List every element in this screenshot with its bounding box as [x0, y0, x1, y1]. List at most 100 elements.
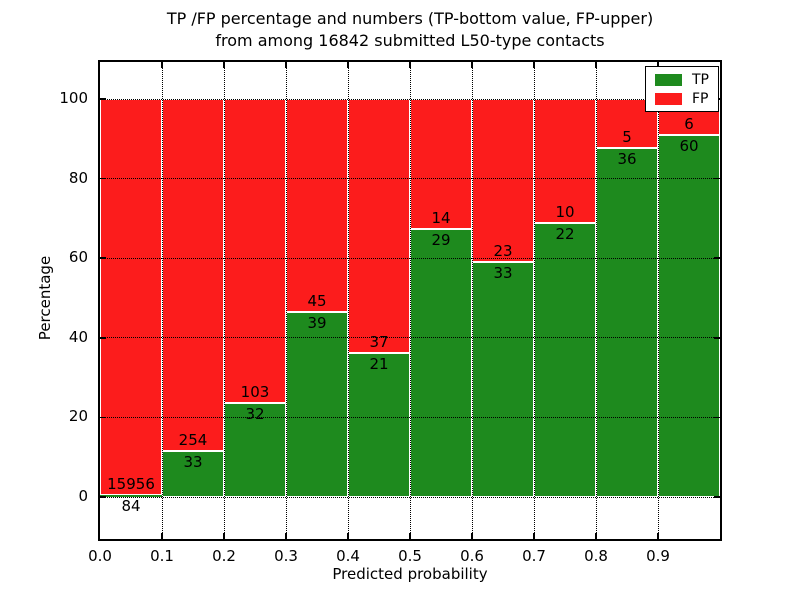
bar-tp-segment: [534, 223, 596, 497]
bar-fp-segment: [534, 99, 596, 224]
chart-title-line2: from among 16842 submitted L50-type cont…: [215, 31, 605, 50]
bar-fp-count-label: 15956: [107, 474, 155, 493]
bar-fp-count-label: 254: [178, 431, 208, 450]
x-tick-mark: [409, 62, 411, 68]
x-tick-mark: [285, 62, 287, 68]
x-tick-mark: [347, 62, 349, 68]
x-tick-mark: [471, 533, 473, 539]
bar-tp-segment: [224, 402, 286, 497]
bar-tp-count-label: 60: [679, 137, 699, 156]
x-tick-mark: [595, 62, 597, 68]
x-tick-label: 0.6: [460, 547, 484, 565]
x-axis-label: Predicted probability: [332, 565, 488, 583]
bar-tp-segment: [658, 135, 720, 497]
legend-label-tp: TP: [692, 72, 709, 88]
fp-color-swatch: [655, 93, 682, 105]
y-gridline: [100, 337, 720, 339]
bar-fp-segment: [162, 99, 224, 452]
bar-tp-segment: [100, 494, 162, 497]
y-tick-label: 0: [78, 487, 88, 505]
x-tick-mark: [347, 533, 349, 539]
x-tick-mark: [533, 533, 535, 539]
y-tick-label: 80: [68, 168, 88, 187]
bar-tp-count-label: 33: [493, 264, 513, 283]
y-tick-label: 40: [68, 327, 88, 346]
bar-tp-segment: [410, 228, 472, 497]
x-tick-label: 0.0: [88, 547, 112, 565]
y-tick-mark: [100, 496, 106, 498]
chart-title: TP /FP percentage and numbers (TP-bottom…: [98, 8, 722, 52]
legend-item-tp: TP: [655, 73, 709, 87]
y-tick-mark: [714, 416, 720, 419]
bar-tp-segment: [286, 312, 348, 497]
y-tick-mark: [100, 98, 106, 100]
x-tick-mark: [161, 62, 163, 68]
x-tick-mark: [533, 62, 535, 68]
bar-tp-count-label: 36: [617, 149, 637, 168]
y-gridline: [100, 416, 720, 418]
legend: TP FP: [645, 66, 719, 112]
x-tick-mark: [223, 62, 225, 68]
y-tick-mark: [100, 257, 106, 259]
x-gridline: [471, 62, 473, 539]
x-gridline: [347, 62, 349, 539]
x-tick-label: 0.8: [584, 547, 608, 565]
x-tick-label: 0.1: [150, 547, 174, 565]
bar-tp-count-label: 29: [431, 230, 451, 249]
bar-tp-segment: [162, 451, 224, 497]
x-gridline: [595, 62, 597, 539]
x-tick-mark: [161, 533, 163, 539]
bar-tp-count-label: 84: [121, 496, 141, 515]
y-tick-mark: [714, 496, 720, 498]
legend-item-fp: FP: [655, 92, 709, 106]
x-tick-mark: [657, 62, 659, 68]
bar-fp-count-label: 37: [369, 332, 389, 351]
y-gridline: [100, 496, 720, 498]
y-tick-label: 20: [68, 407, 88, 426]
tp-color-swatch: [655, 74, 682, 86]
x-tick-mark: [471, 62, 473, 68]
x-gridline: [285, 62, 287, 539]
bar-tp-count-label: 21: [369, 354, 389, 373]
bar-fp-segment: [286, 99, 348, 313]
y-tick-mark: [100, 177, 106, 180]
bar-tp-count-label: 39: [307, 314, 327, 333]
bar-tp-count-label: 22: [555, 225, 575, 244]
x-gridline: [161, 62, 163, 539]
x-tick-label: 0.4: [336, 547, 360, 565]
bar-fp-count-label: 23: [493, 242, 513, 261]
bar-fp-segment: [472, 99, 534, 263]
plot-area: 15956 84 254 33 103 32 45 39 37 21 14 29 23 33 10 22 5 36…: [98, 60, 722, 541]
x-tick-label: 0.5: [398, 547, 422, 565]
bar-tp-count-label: 33: [183, 453, 203, 472]
x-tick-label: 0.2: [212, 547, 236, 565]
x-tick-mark: [657, 533, 659, 539]
bar-fp-segment: [348, 99, 410, 353]
bar-fp-segment: [100, 99, 162, 495]
bar-tp-segment: [348, 352, 410, 497]
bar-fp-segment: [224, 99, 286, 403]
x-tick-mark: [409, 533, 411, 539]
x-tick-mark: [285, 533, 287, 539]
bar-fp-count-label: 5: [622, 127, 632, 146]
y-gridline: [100, 178, 720, 180]
y-tick-mark: [714, 177, 720, 180]
x-gridline: [533, 62, 535, 539]
bar-tp-segment: [472, 262, 534, 497]
bar-tp-count-label: 32: [245, 404, 265, 423]
bar-fp-count-label: 45: [307, 292, 327, 311]
x-tick-mark: [223, 533, 225, 539]
x-gridline: [223, 62, 225, 539]
bar-tp-segment: [596, 147, 658, 497]
y-tick-label: 60: [68, 248, 88, 267]
y-tick-mark: [714, 337, 720, 339]
y-tick-mark: [100, 416, 106, 419]
x-tick-mark: [595, 533, 597, 539]
x-gridline: [657, 62, 659, 539]
legend-label-fp: FP: [692, 91, 709, 107]
chart-title-line1: TP /FP percentage and numbers (TP-bottom…: [166, 9, 654, 28]
y-gridline: [100, 257, 720, 259]
bar-fp-count-label: 103: [240, 382, 270, 401]
x-tick-label: 0.9: [646, 547, 670, 565]
